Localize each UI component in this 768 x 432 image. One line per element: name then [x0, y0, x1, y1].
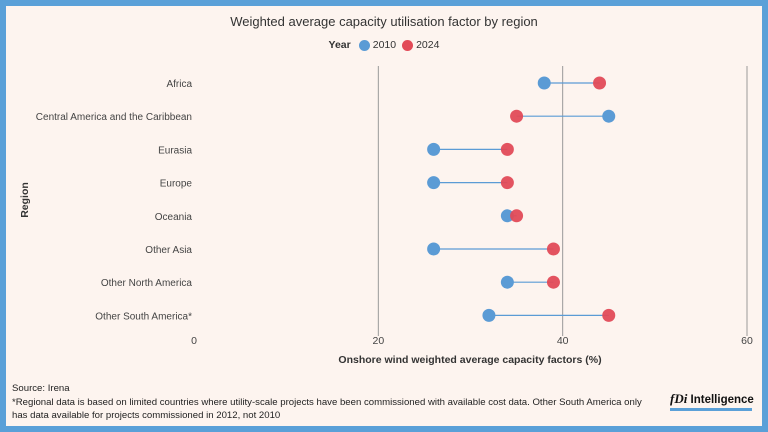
category-label-other-south-america: Other South America* — [95, 311, 192, 322]
point-2024-central-america-and-the-caribbean — [510, 109, 524, 123]
legend-label-2010: 2010 — [372, 39, 397, 51]
point-2024-europe — [500, 176, 514, 190]
category-label-africa: Africa — [166, 79, 192, 90]
point-2010-africa — [537, 76, 551, 90]
point-2024-other-asia — [546, 242, 560, 256]
x-axis-title: Onshore wind weighted average capacity f… — [338, 354, 601, 366]
source-note: Source: Irena *Regional data is based on… — [12, 382, 652, 423]
legend-marker-2010 — [358, 39, 370, 51]
footnote: *Regional data is based on limited count… — [12, 396, 642, 422]
x-tick-label-40: 40 — [557, 335, 569, 347]
point-2010-oceania — [500, 209, 514, 223]
x-tick-label-60: 60 — [741, 335, 753, 347]
category-label-central-america-and-the-caribbean: Central America and the Caribbean — [36, 112, 192, 123]
legend-item-2010: 2010 — [358, 39, 397, 51]
point-2024-oceania — [510, 209, 524, 223]
legend-label-2024: 2024 — [416, 39, 440, 51]
fdi-intelligence-logo: fDi Intelligence — [670, 391, 754, 411]
chart-frame: Weighted average capacity utilisation fa… — [6, 6, 762, 426]
point-2010-central-america-and-the-caribbean — [602, 109, 616, 123]
legend-title: Year — [328, 39, 351, 51]
legend-marker-2024 — [402, 39, 414, 51]
logo-brand: fDi — [670, 391, 688, 406]
point-2010-other-south-america — [482, 308, 496, 322]
source-line: Source: Irena — [12, 383, 70, 394]
point-2010-europe — [427, 176, 441, 190]
point-2010-other-north-america — [500, 275, 514, 289]
category-label-other-asia: Other Asia — [145, 245, 192, 256]
point-2024-other-south-america — [602, 308, 616, 322]
category-label-europe: Europe — [160, 179, 193, 190]
plot-area: 0 20 40 60 Onshore wind weighted average cap… — [19, 66, 753, 366]
legend: Year 2010 2024 — [6, 39, 762, 51]
chart-title: Weighted average capacity utilisation fa… — [230, 14, 538, 29]
point-2024-other-north-america — [546, 275, 560, 289]
x-tick-label-0: 0 — [191, 335, 197, 347]
point-2010-eurasia — [427, 142, 441, 156]
category-label-oceania: Oceania — [155, 212, 193, 223]
category-label-other-north-america: Other North America — [101, 278, 193, 289]
logo-underline — [670, 408, 752, 411]
category-label-eurasia: Eurasia — [158, 145, 192, 156]
point-2024-africa — [593, 76, 607, 90]
point-2024-eurasia — [500, 142, 514, 156]
logo-text: Intelligence — [690, 394, 754, 406]
y-axis-title: Region — [19, 182, 31, 218]
legend-item-2024: 2024 — [402, 39, 439, 51]
point-2010-other-asia — [427, 242, 441, 256]
x-tick-label-20: 20 — [372, 335, 384, 347]
